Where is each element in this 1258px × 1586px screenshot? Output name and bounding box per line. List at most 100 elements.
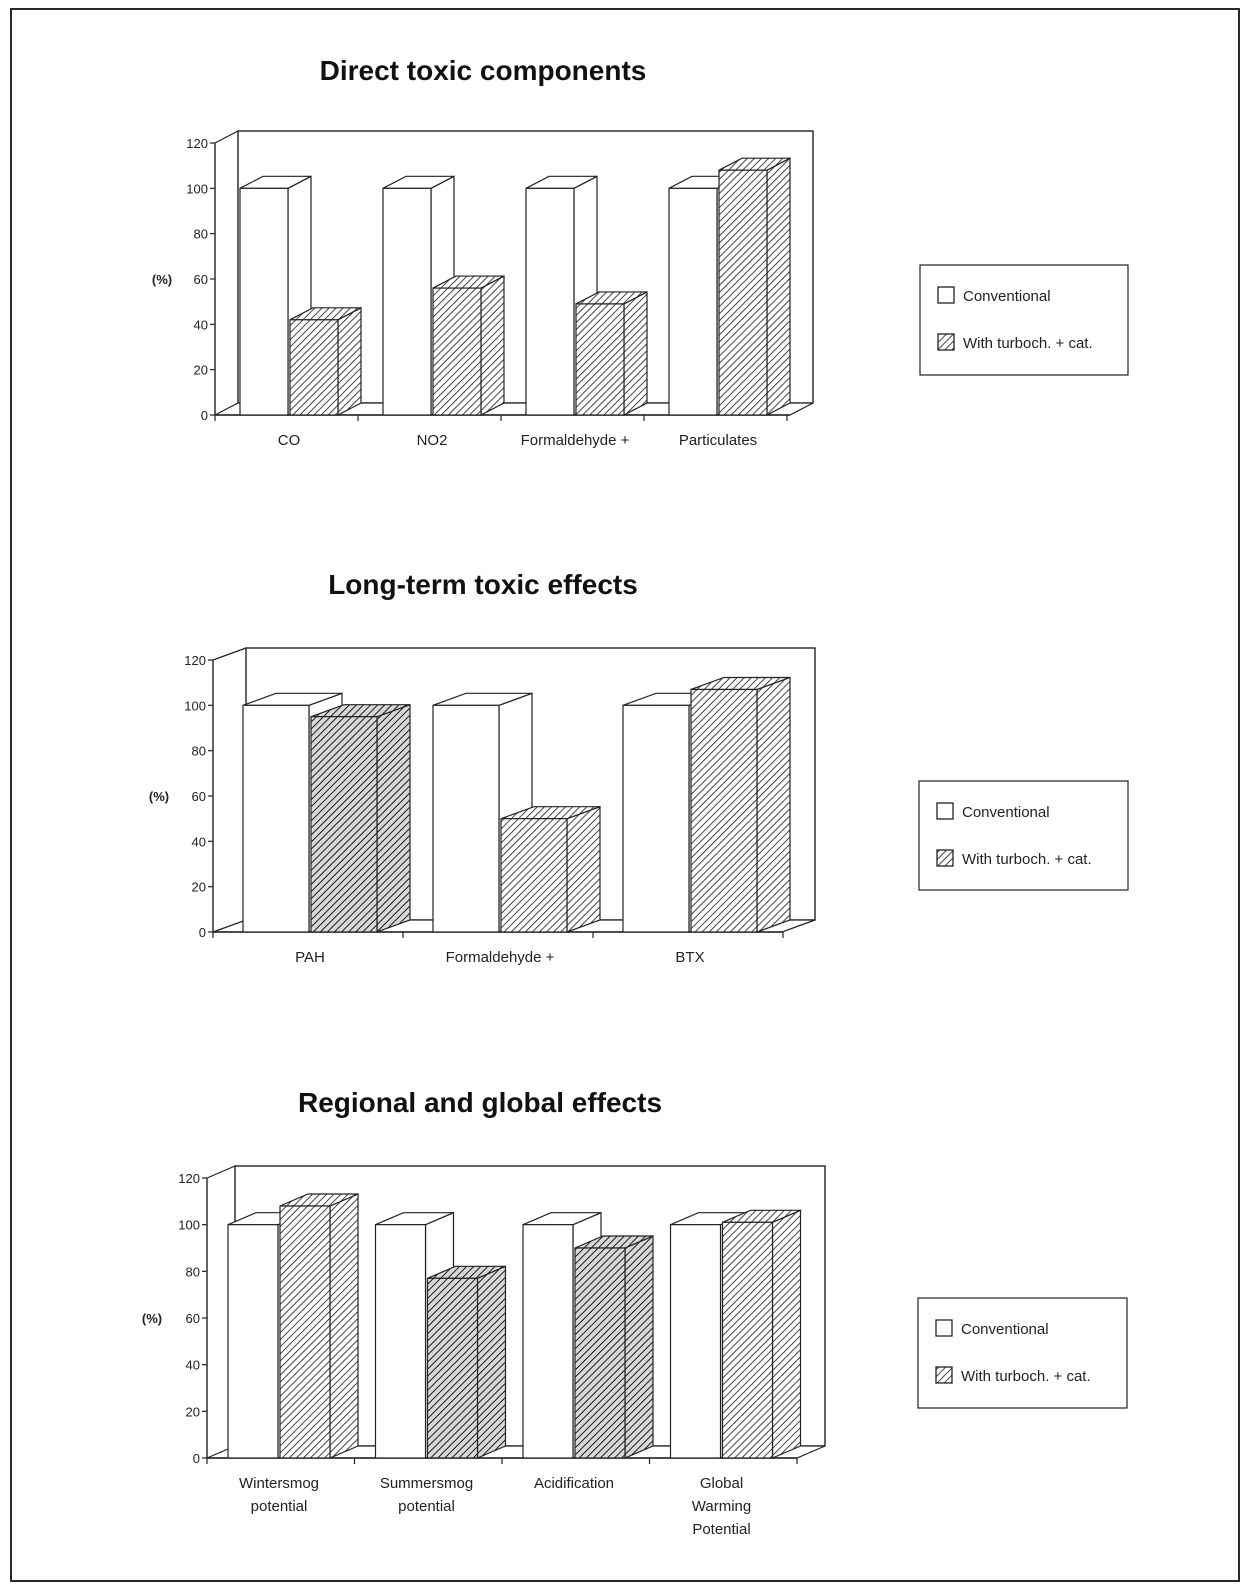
legend-swatch-conventional xyxy=(935,1319,953,1337)
legend-swatch-turbocharged xyxy=(935,1366,953,1384)
bar-turbocharged-side xyxy=(566,805,601,933)
bar-turbocharged-side xyxy=(766,157,791,416)
legend: Conventional With turboch. + cat. xyxy=(918,780,1129,891)
bar-turbocharged-front xyxy=(721,1221,774,1459)
y-tick-label: 80 xyxy=(186,1264,200,1279)
legend-label: With turboch. + cat. xyxy=(961,1368,1091,1385)
chart-2: Long-term toxic effects 0 20 40 60 80 100 120 (%… xyxy=(149,569,1129,966)
x-tick-label: Formaldehyde + xyxy=(446,949,555,966)
bar-turbocharged-side xyxy=(376,703,411,933)
x-tick-label: BTX xyxy=(675,949,704,966)
bar-conventional-front xyxy=(227,1224,279,1459)
bar-turbocharged-side xyxy=(771,1209,802,1459)
y-tick-label: 0 xyxy=(199,925,206,940)
bar-turbocharged xyxy=(500,805,601,933)
y-tick-label: 20 xyxy=(194,363,208,378)
x-tick-label: PAH xyxy=(295,949,325,966)
side-wall-top-edge xyxy=(214,130,239,144)
bar-conventional-front xyxy=(239,187,289,416)
legend-label: With turboch. + cat. xyxy=(962,851,1092,868)
bar-conventional-front xyxy=(668,187,718,416)
x-tick-label: potential xyxy=(251,1498,308,1515)
y-tick-label: 40 xyxy=(192,834,206,849)
bar-conventional-front xyxy=(242,704,310,933)
y-axis-label: (%) xyxy=(152,272,172,287)
legend-swatch-turbocharged xyxy=(936,849,954,867)
legend-swatch-turbocharged xyxy=(937,333,955,351)
legend: Conventional With turboch. + cat. xyxy=(919,264,1129,376)
legend: Conventional With turboch. + cat. xyxy=(917,1297,1128,1409)
bar-turbocharged xyxy=(574,1235,654,1459)
bar-conventional-front xyxy=(525,187,575,416)
bar-turbocharged-side xyxy=(476,1265,507,1459)
x-tick-label: Summersmog xyxy=(380,1475,473,1492)
bar-turbocharged xyxy=(718,157,791,416)
x-tick-label: CO xyxy=(278,432,301,449)
y-tick-label: 120 xyxy=(178,1171,200,1186)
chart-title: Direct toxic components xyxy=(320,55,647,86)
y-tick-label: 100 xyxy=(186,181,208,196)
bar-turbocharged-side xyxy=(756,676,791,933)
bar-turbocharged xyxy=(310,703,411,933)
chart-title: Long-term toxic effects xyxy=(328,569,638,600)
bar-turbocharged-front xyxy=(690,688,758,933)
chart-title: Regional and global effects xyxy=(298,1087,662,1118)
bar-conventional xyxy=(239,175,312,416)
x-tick-label: Particulates xyxy=(679,432,757,449)
bar-conventional-front xyxy=(522,1224,574,1459)
y-tick-label: 80 xyxy=(192,744,206,759)
bar-turbocharged-front xyxy=(718,169,768,416)
bar-turbocharged xyxy=(690,676,791,933)
bar-turbocharged-side xyxy=(624,1235,654,1459)
chart-1: Direct toxic components 0 20 40 60 80 100 120 (%… xyxy=(152,55,1129,449)
bar-turbocharged xyxy=(289,306,362,416)
y-tick-label: 120 xyxy=(184,653,206,668)
chart-3: Regional and global effects 0 20 40 60 80 100 1… xyxy=(142,1087,1128,1538)
y-tick-label: 60 xyxy=(192,789,206,804)
bar-conventional-front xyxy=(432,704,500,933)
x-tick-label: potential xyxy=(398,1498,455,1515)
bar-turbocharged-side xyxy=(480,275,505,416)
bar-conventional-front xyxy=(382,187,432,416)
bar-turbocharged-front xyxy=(575,303,625,416)
bar-turbocharged-side xyxy=(623,290,648,416)
y-tick-label: 120 xyxy=(186,136,208,151)
bar-turbocharged xyxy=(279,1193,359,1459)
page-frame xyxy=(10,8,1240,1582)
x-tick-label: Wintersmog xyxy=(239,1475,319,1492)
bar-turbocharged-side xyxy=(337,306,362,416)
legend-label: With turboch. + cat. xyxy=(963,335,1093,352)
bar-turbocharged-front xyxy=(432,287,482,416)
x-tick-label: Warming xyxy=(692,1498,751,1515)
y-tick-label: 100 xyxy=(178,1218,200,1233)
y-tick-label: 80 xyxy=(194,227,208,242)
x-tick-label: Formaldehyde + xyxy=(521,432,630,449)
y-tick-label: 20 xyxy=(192,880,206,895)
y-tick-label: 100 xyxy=(184,698,206,713)
x-tick-label: Acidification xyxy=(534,1475,614,1492)
y-tick-label: 0 xyxy=(193,1451,200,1466)
bar-turbocharged xyxy=(432,275,505,416)
bar-conventional-front xyxy=(669,1224,722,1459)
legend-box xyxy=(919,264,1129,376)
bar-turbocharged xyxy=(575,290,648,416)
y-tick-label: 20 xyxy=(186,1404,200,1419)
x-tick-label: Potential xyxy=(692,1521,750,1538)
side-wall-top-edge xyxy=(206,1165,236,1179)
bar-turbocharged-front xyxy=(310,716,378,933)
legend-swatch-conventional xyxy=(936,802,954,820)
legend-box xyxy=(917,1297,1128,1409)
y-tick-label: 40 xyxy=(186,1358,200,1373)
legend-label: Conventional xyxy=(962,804,1050,821)
bar-conventional xyxy=(382,175,455,416)
y-tick-label: 0 xyxy=(201,408,208,423)
bar-turbocharged-front xyxy=(574,1247,626,1459)
y-tick-label: 40 xyxy=(194,317,208,332)
legend-box xyxy=(918,780,1129,891)
bar-conventional-front xyxy=(374,1224,427,1459)
bar-turbocharged-front xyxy=(279,1205,331,1459)
legend-swatch-conventional xyxy=(937,286,955,304)
bar-turbocharged-side xyxy=(329,1193,359,1459)
bar-turbocharged xyxy=(426,1265,507,1459)
